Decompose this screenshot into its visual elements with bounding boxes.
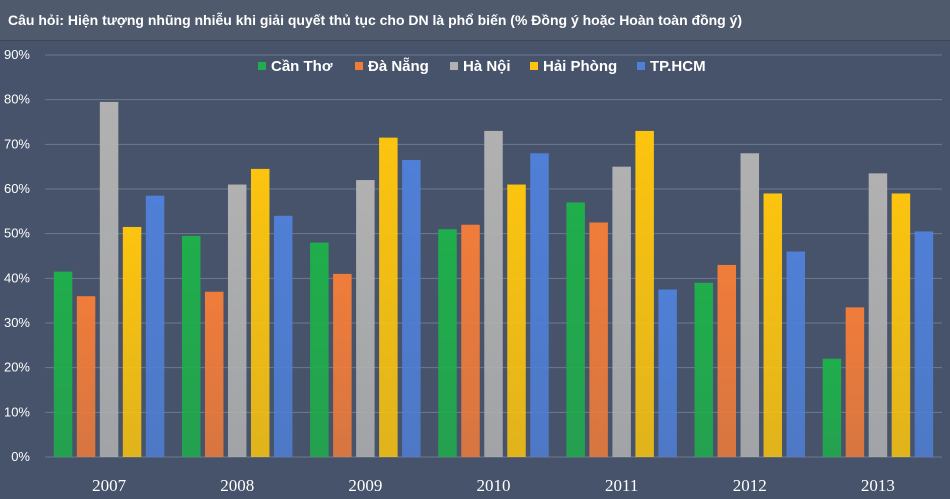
bars: [53, 101, 934, 458]
y-tick-label: 30%: [4, 315, 30, 330]
title-bar: Câu hỏi: Hiện tượng nhũng nhiễu khi giải…: [0, 0, 950, 41]
bar-tp-hcm-2013: [914, 231, 934, 457]
bar-tp-hcm-2008: [273, 215, 293, 457]
bar-h-i-ph-ng-2007: [122, 226, 142, 457]
bar-c-n-th--2013: [822, 358, 842, 457]
x-tick-label: 2011: [605, 476, 638, 495]
legend-label: TP.HCM: [650, 58, 706, 75]
y-tick-label: 80%: [4, 92, 30, 107]
x-tick-label: 2010: [477, 476, 511, 495]
x-tick-label: 2013: [861, 476, 895, 495]
bar-h-n-i-2009: [356, 180, 375, 458]
bar-h-i-ph-ng-2008: [250, 168, 270, 457]
y-tick-label: 10%: [4, 404, 30, 419]
bar-h-i-ph-ng-2010: [507, 184, 526, 458]
legend-swatch: [258, 62, 266, 70]
chart-title: Câu hỏi: Hiện tượng nhũng nhiễu khi giải…: [8, 12, 743, 28]
bar-c-n-th--2012: [694, 282, 714, 457]
bar-c-n-th--2008: [181, 235, 201, 457]
bar-tp-hcm-2009: [402, 159, 421, 457]
y-tick-label: 0%: [11, 449, 30, 464]
bar-h-i-ph-ng-2009: [379, 137, 398, 457]
legend-swatch: [355, 62, 363, 70]
bar-h-n-i-2007: [99, 101, 119, 458]
x-tick-label: 2008: [220, 476, 254, 495]
bar--n-ng-2011: [589, 222, 608, 457]
bar-h-n-i-2008: [227, 184, 247, 458]
y-tick-label: 50%: [4, 226, 30, 241]
bar-h-n-i-2010: [484, 130, 503, 457]
bar-c-n-th--2007: [53, 271, 73, 457]
legend-label: Hà Nội: [463, 58, 511, 75]
bar-tp-hcm-2010: [530, 153, 549, 457]
legend-label: Hải Phòng: [543, 58, 617, 75]
bar--n-ng-2009: [333, 273, 352, 457]
x-tick-label: 2009: [348, 476, 382, 495]
bar-h-n-i-2013: [868, 173, 888, 457]
bar-tp-hcm-2011: [658, 289, 677, 457]
legend-swatch: [450, 62, 458, 70]
legend: Cần Thơ Đà Nẵng Hà Nội Hải Phòng TP.HCM: [258, 58, 706, 75]
bar-c-n-th--2009: [310, 242, 329, 457]
x-tick-label: 2007: [92, 476, 127, 495]
legend-swatch: [530, 62, 538, 70]
y-tick-label: 20%: [4, 360, 30, 375]
x-axis-tick-labels: 2007 2008 2009 2010 2011 2012 2013: [92, 476, 895, 495]
bar--n-ng-2008: [204, 291, 224, 457]
y-tick-label: 40%: [4, 270, 30, 285]
bar--n-ng-2010: [461, 224, 480, 457]
bar-h-n-i-2012: [740, 153, 760, 457]
legend-label: Đà Nẵng: [368, 58, 429, 75]
bar-h-i-ph-ng-2012: [763, 193, 783, 457]
bar-c-n-th--2010: [438, 229, 457, 457]
bar-c-n-th--2011: [566, 202, 585, 457]
legend-label: Cần Thơ: [271, 58, 333, 75]
y-tick-label: 90%: [4, 47, 30, 62]
bar-h-i-ph-ng-2011: [635, 130, 654, 457]
x-tick-label: 2012: [733, 476, 767, 495]
y-axis-tick-labels: 0% 10% 20% 30% 40% 50% 60% 70% 80% 90%: [4, 47, 30, 464]
bar--n-ng-2013: [845, 307, 865, 457]
bar--n-ng-2007: [76, 296, 96, 457]
bar--n-ng-2012: [717, 264, 737, 457]
bar-h-n-i-2011: [612, 166, 631, 457]
bar-tp-hcm-2007: [145, 195, 165, 457]
bar-tp-hcm-2012: [786, 251, 806, 457]
y-tick-label: 60%: [4, 181, 30, 196]
legend-swatch: [637, 62, 645, 70]
bar-h-i-ph-ng-2013: [891, 193, 911, 457]
y-tick-label: 70%: [4, 136, 30, 151]
